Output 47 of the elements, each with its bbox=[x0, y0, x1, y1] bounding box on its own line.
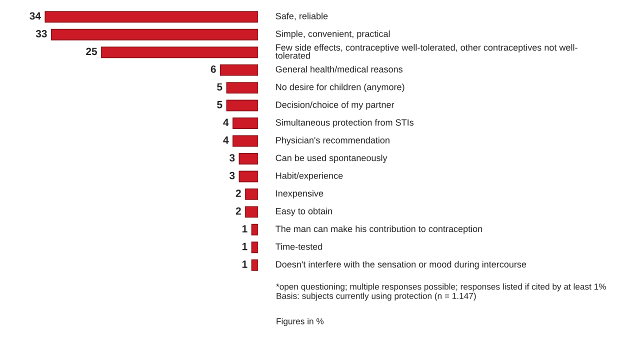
data-label: 1 bbox=[242, 242, 248, 250]
data-label: 3 bbox=[229, 172, 235, 180]
y-tick-label: Habit/experience bbox=[276, 172, 343, 181]
y-tick-label: Doesn't interfere with the sensation or mood during intercourse bbox=[276, 260, 526, 270]
text: Figures in % bbox=[276, 318, 324, 326]
bar bbox=[238, 152, 258, 164]
data-label: 6 bbox=[210, 65, 216, 73]
bar bbox=[50, 28, 258, 40]
bar bbox=[226, 100, 258, 112]
y-tick-label: Inexpensive bbox=[276, 190, 324, 198]
bar bbox=[251, 224, 258, 236]
y-tick-label: Safe, reliable bbox=[276, 12, 328, 20]
data-label: 4 bbox=[223, 136, 229, 144]
data-label: 33 bbox=[36, 30, 47, 38]
y-tick-label: Simple, convenient, practical bbox=[276, 30, 390, 39]
bar bbox=[251, 259, 258, 271]
y-tick-label: Time-tested bbox=[276, 243, 322, 250]
bar bbox=[232, 135, 258, 147]
bar bbox=[245, 188, 258, 200]
data-label: 3 bbox=[229, 154, 235, 162]
data-label: 4 bbox=[223, 118, 229, 126]
data-label: 5 bbox=[217, 83, 222, 91]
bar bbox=[44, 11, 258, 23]
bar bbox=[251, 242, 258, 254]
data-label: 25 bbox=[86, 48, 98, 56]
bar bbox=[245, 206, 258, 218]
y-tick-label: Few side effects, contraceptive well-tolerated, other contraceptives not well- tolerated bbox=[275, 44, 578, 59]
data-label: 5 bbox=[217, 101, 222, 108]
data-label: 34 bbox=[30, 12, 41, 20]
y-tick-label: General health/medical reasons bbox=[276, 66, 402, 72]
y-tick-label: Easy to obtain bbox=[276, 208, 332, 216]
data-label: 1 bbox=[242, 260, 248, 268]
y-tick-label: Decision/choice of my partner bbox=[276, 101, 394, 110]
y-tick-label: No desire for children (anymore) bbox=[276, 84, 404, 92]
y-tick-label: Physician's recommendation bbox=[276, 136, 390, 146]
bar bbox=[220, 64, 258, 76]
y-tick-label: The man can make his contribution to contraception bbox=[276, 225, 482, 234]
data-label: 2 bbox=[236, 207, 241, 215]
bar bbox=[101, 46, 258, 58]
bar bbox=[226, 82, 258, 94]
y-tick-label: Can be used spontaneously bbox=[276, 154, 388, 163]
text: *open questioning; multiple responses possible; responses listed if cited by at least 1% Basis: subjects currently using protection (n = 1.147) bbox=[276, 283, 606, 301]
bar bbox=[238, 170, 258, 182]
data-label: 2 bbox=[236, 190, 241, 197]
data-label: 1 bbox=[242, 225, 248, 232]
bar bbox=[232, 118, 258, 130]
y-tick-label: Simultaneous protection from STIs bbox=[276, 119, 414, 128]
